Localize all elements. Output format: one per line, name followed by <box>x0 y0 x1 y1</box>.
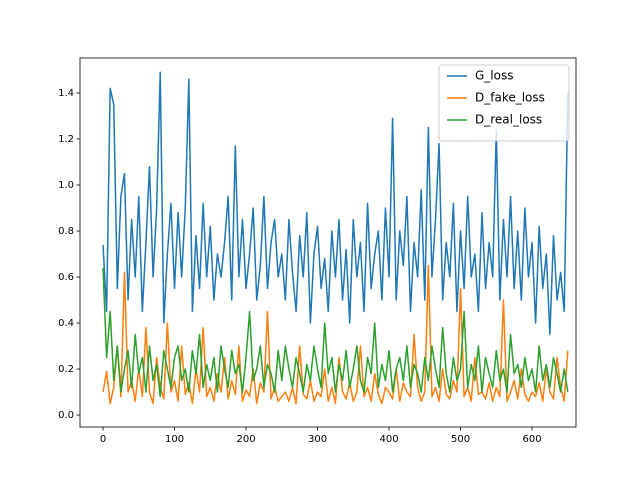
y-tick-label: 0.0 <box>58 410 74 421</box>
legend-label: G_loss <box>475 69 513 83</box>
line-series <box>102 267 569 398</box>
y-tick-label: 0.6 <box>58 272 74 283</box>
axes-frame <box>79 57 577 428</box>
x-tick-label: 100 <box>165 434 184 445</box>
legend-label: D_real_loss <box>475 113 542 127</box>
y-tick-label: 0.8 <box>58 226 74 237</box>
y-tick-label: 1.4 <box>58 88 74 99</box>
plot-lines <box>102 71 569 405</box>
y-tick-label: 1.2 <box>58 134 74 145</box>
line-series <box>102 71 569 336</box>
y-tick-label: 0.4 <box>58 318 74 329</box>
x-tick-label: 300 <box>308 434 327 445</box>
y-tick-label: 0.2 <box>58 364 74 375</box>
legend-box <box>438 64 570 142</box>
x-tick-label: 600 <box>522 434 541 445</box>
y-tick-label: 1.0 <box>58 180 74 191</box>
x-tick-label: 200 <box>236 434 255 445</box>
x-tick-label: 400 <box>379 434 398 445</box>
legend-label: D_fake_loss <box>475 91 545 105</box>
x-tick-label: 0 <box>100 434 106 445</box>
x-tick-label: 500 <box>451 434 470 445</box>
